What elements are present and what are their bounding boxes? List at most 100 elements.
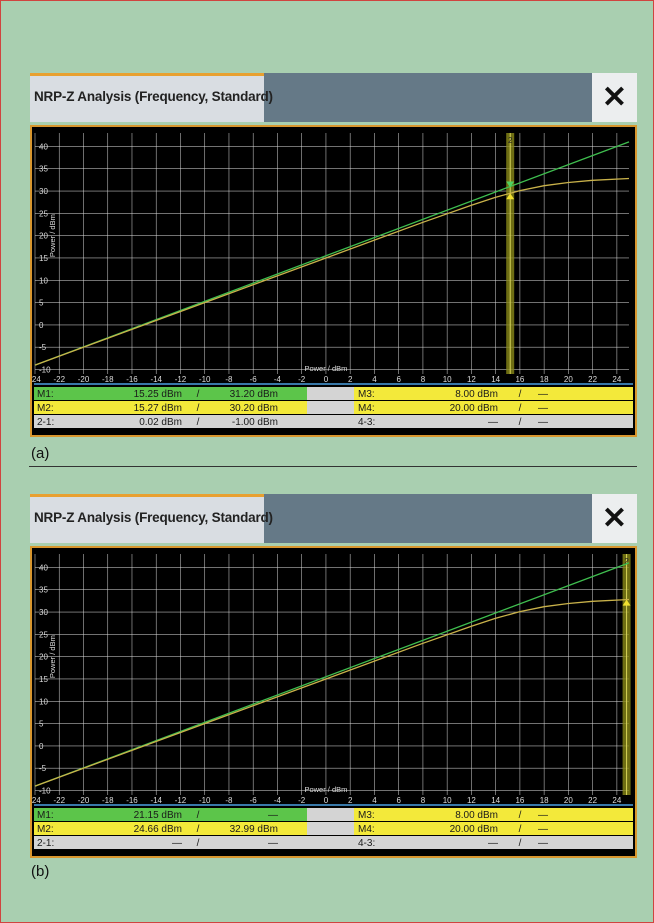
- marker-cell: —: [538, 810, 548, 821]
- x-tick-label: 10: [443, 375, 452, 384]
- window-title: NRP-Z Analysis (Frequency, Standard): [34, 89, 273, 104]
- y-tick-label: 15: [39, 675, 48, 684]
- marker-cell: 4-3:: [358, 417, 375, 428]
- x-tick-label: -2: [298, 375, 306, 384]
- window-tab[interactable]: NRP-Z Analysis (Frequency, Standard): [30, 73, 273, 122]
- divider: [29, 466, 637, 467]
- power-plot[interactable]: 4035302520151050-5-10-24-22-20-18-16-14-…: [30, 546, 637, 858]
- y-tick-label: 5: [39, 299, 44, 308]
- title-bar: NRP-Z Analysis (Frequency, Standard) ✕: [30, 73, 637, 122]
- marker-cell: —: [538, 838, 548, 849]
- marker-cell: —: [172, 838, 182, 849]
- y-tick-label: -5: [39, 764, 47, 773]
- x-tick-label: 16: [515, 375, 524, 384]
- marker-tag: 2: [508, 136, 513, 145]
- y-tick-label: -10: [39, 366, 51, 375]
- marker-cell: 20.00 dBm: [450, 403, 498, 414]
- y-tick-label: 15: [39, 254, 48, 263]
- marker-row-bg: [34, 822, 307, 835]
- marker-cell: /: [197, 389, 200, 400]
- marker-cell: M4:: [358, 824, 375, 835]
- reference-line: [34, 562, 630, 787]
- y-tick-label: 0: [39, 742, 44, 751]
- marker-row-gap: [307, 401, 354, 414]
- y-tick-label: 25: [39, 630, 48, 639]
- y-tick-label: 30: [39, 187, 48, 196]
- y-tick-label: 35: [39, 165, 48, 174]
- x-tick-label: 10: [443, 796, 452, 805]
- marker-row-bg: [354, 836, 633, 849]
- close-icon[interactable]: ✕: [592, 494, 637, 543]
- marker-cell: —: [268, 838, 278, 849]
- power-plot[interactable]: 4035302520151050-5-10-24-22-20-18-16-14-…: [30, 125, 637, 437]
- x-tick-label: -12: [175, 796, 187, 805]
- x-tick-label: 24: [612, 796, 621, 805]
- marker-cell: /: [197, 838, 200, 849]
- marker-row-gap: [307, 822, 354, 835]
- marker-cell: /: [519, 824, 522, 835]
- marker-cell: 2-1:: [37, 838, 54, 849]
- x-tick-label: -4: [274, 796, 282, 805]
- y-tick-label: 0: [39, 321, 44, 330]
- x-tick-label: -6: [250, 375, 258, 384]
- x-tick-label: 4: [372, 375, 377, 384]
- marker-cell: /: [519, 810, 522, 821]
- close-icon[interactable]: ✕: [592, 73, 637, 122]
- marker-cell: 0.02 dBm: [139, 417, 182, 428]
- marker-cell: /: [519, 417, 522, 428]
- marker-cell: M4:: [358, 403, 375, 414]
- marker-cell: M3:: [358, 389, 375, 400]
- x-tick-label: 2: [348, 796, 353, 805]
- marker-row-gap: [307, 836, 354, 849]
- x-tick-label: -18: [102, 796, 114, 805]
- x-tick-label: 20: [564, 375, 573, 384]
- marker2-arrow-icon: [506, 193, 515, 200]
- x-tick-label: -20: [78, 375, 90, 384]
- x-tick-label: 2: [348, 375, 353, 384]
- x-tick-label: -12: [175, 375, 187, 384]
- y-tick-label: 25: [39, 209, 48, 218]
- x-tick-label: -22: [53, 375, 65, 384]
- x-tick-label: -10: [199, 796, 211, 805]
- marker-cell: —: [488, 417, 498, 428]
- marker-cell: —: [538, 389, 548, 400]
- reference-line: [34, 141, 630, 366]
- plot-canvas: 4035302520151050-5-10-24-22-20-18-16-14-…: [32, 554, 633, 849]
- x-tick-label: 16: [515, 796, 524, 805]
- y-tick-label: 30: [39, 608, 48, 617]
- x-tick-label: 6: [396, 796, 401, 805]
- marker-row-bg: [34, 387, 307, 400]
- x-tick-label: 8: [421, 796, 426, 805]
- x-tick-label: 0: [324, 796, 329, 805]
- x-tick-label: 6: [396, 375, 401, 384]
- x-tick-label: -20: [78, 796, 90, 805]
- marker-cell: —: [268, 810, 278, 821]
- marker-cell: /: [519, 389, 522, 400]
- marker-row-bg: [34, 836, 307, 849]
- x-tick-label: -6: [250, 796, 258, 805]
- y-tick-label: 10: [39, 697, 48, 706]
- marker-cell: 4-3:: [358, 838, 375, 849]
- marker-cell: 21.15 dBm: [134, 810, 182, 821]
- x-tick-label: 22: [588, 796, 597, 805]
- x-tick-label: 4: [372, 796, 377, 805]
- marker2-arrow-icon: [622, 599, 631, 606]
- marker-cell: M2:: [37, 403, 54, 414]
- x-tick-label: -14: [150, 375, 162, 384]
- marker-cell: /: [197, 824, 200, 835]
- x-tick-label: -24: [32, 375, 41, 384]
- x-tick-label: 0: [324, 375, 329, 384]
- x-tick-label: -22: [53, 796, 65, 805]
- y-tick-label: 5: [39, 720, 44, 729]
- window-tab[interactable]: NRP-Z Analysis (Frequency, Standard): [30, 494, 273, 543]
- measured-curve: [34, 177, 630, 366]
- marker-cell: /: [197, 417, 200, 428]
- x-tick-label: -4: [274, 375, 282, 384]
- plot-canvas: 4035302520151050-5-10-24-22-20-18-16-14-…: [32, 133, 633, 428]
- caption-a: (a): [31, 445, 50, 462]
- marker-row-gap: [307, 415, 354, 428]
- marker-cell: 30.20 dBm: [230, 403, 278, 414]
- x-tick-label: -10: [199, 375, 211, 384]
- x-tick-label: -16: [126, 796, 138, 805]
